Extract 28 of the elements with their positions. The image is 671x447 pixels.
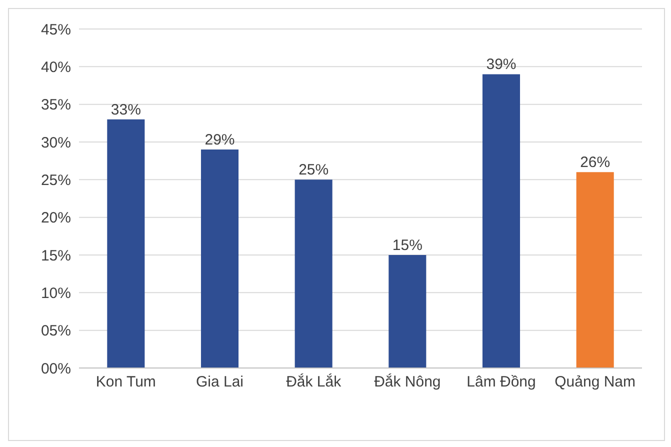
x-tick-label: Đắk Lắk <box>286 372 342 391</box>
data-label: 33% <box>110 101 141 118</box>
y-tick-label: 25% <box>40 172 71 189</box>
bar <box>200 150 239 368</box>
y-tick-label: 15% <box>40 247 71 264</box>
data-label: 26% <box>580 154 610 172</box>
x-tick-label: Gia Lai <box>196 374 244 391</box>
x-tick-label: Đắk Nông <box>374 372 441 391</box>
y-tick-label: 10% <box>40 284 71 302</box>
bar <box>482 74 520 368</box>
y-tick-label: 20% <box>40 210 71 227</box>
y-tick-label: 00% <box>40 360 71 378</box>
y-tick-label: 45% <box>40 21 71 38</box>
y-tick-label: 05% <box>40 322 71 340</box>
data-label: 29% <box>204 132 235 149</box>
data-label: 15% <box>392 237 422 254</box>
x-tick-label: Quảng Nam <box>554 374 636 391</box>
y-tick-label: 35% <box>40 96 71 114</box>
bar <box>107 119 145 368</box>
bar <box>294 180 332 368</box>
y-tick-label: 40% <box>40 58 71 76</box>
bar <box>388 255 426 368</box>
bar <box>576 172 614 368</box>
data-label: 39% <box>486 56 516 74</box>
x-tick-label: Lâm Đồng <box>466 374 536 391</box>
y-tick-label: 30% <box>40 134 71 152</box>
data-label: 25% <box>298 162 329 179</box>
x-tick-label: Kon Tum <box>96 374 156 391</box>
